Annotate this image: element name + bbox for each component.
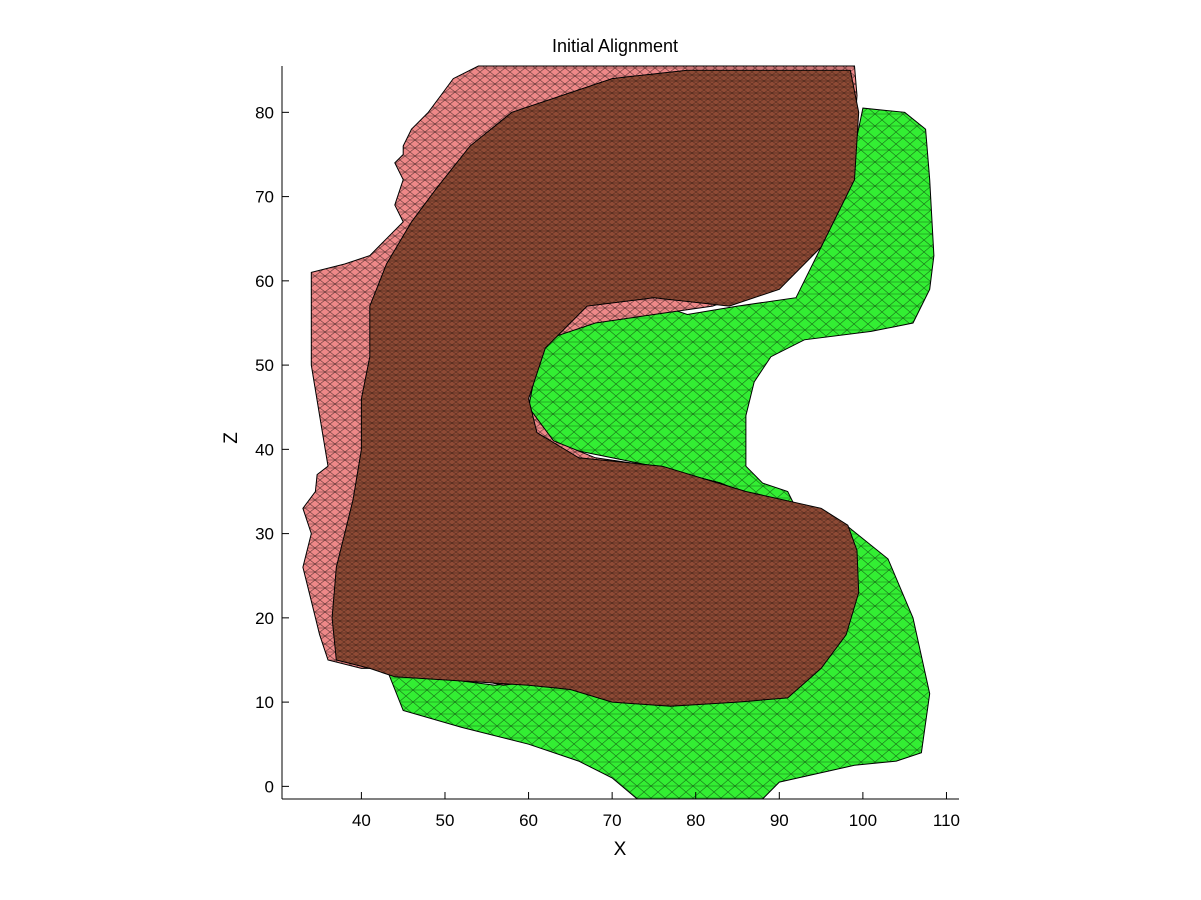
x-tick-label: 40 [352, 811, 371, 830]
x-axis-label: X [614, 839, 627, 860]
y-tick-label: 50 [255, 356, 274, 375]
y-tick-label: 20 [255, 609, 274, 628]
y-tick-label: 60 [255, 272, 274, 291]
y-ticks: 0 10 20 30 40 50 60 70 80 [255, 103, 289, 796]
x-tick-label: 90 [770, 811, 789, 830]
y-tick-label: 0 [265, 777, 274, 796]
surface-brown-group [331, 69, 860, 707]
x-tick-label: 80 [686, 811, 705, 830]
y-tick-label: 10 [255, 693, 274, 712]
y-axis-label: Z [221, 432, 242, 444]
y-tick-label: 30 [255, 525, 274, 544]
y-tick-label: 40 [255, 440, 274, 459]
x-tick-label: 70 [603, 811, 622, 830]
x-tick-label: 60 [519, 811, 538, 830]
surface-brown-mesh [332, 70, 859, 707]
x-tick-label: 100 [849, 811, 877, 830]
y-tick-label: 70 [255, 188, 274, 207]
x-tick-label: 110 [933, 811, 960, 830]
plot-area [302, 65, 935, 800]
chart-title: Initial Alignment [552, 36, 678, 56]
axes: 40 50 60 70 80 90 100 110 0 10 20 30 40 50 60 70 80 [255, 66, 960, 830]
surfaces [302, 65, 935, 800]
x-tick-label: 50 [436, 811, 455, 830]
y-tick-label: 80 [255, 103, 274, 122]
x-ticks: 40 50 60 70 80 90 100 110 [352, 792, 960, 830]
